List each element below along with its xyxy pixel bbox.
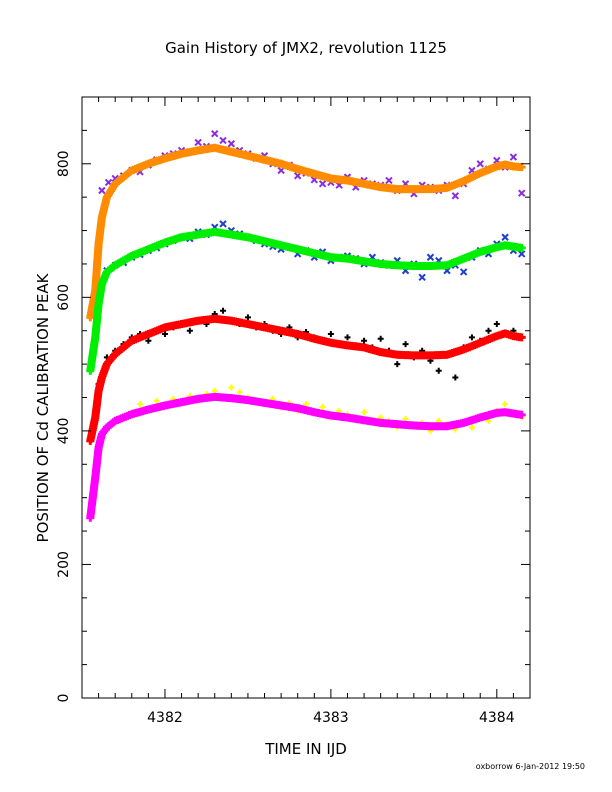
data-point bbox=[468, 424, 475, 431]
data-point bbox=[385, 176, 393, 185]
series-5 bbox=[86, 314, 526, 445]
data-point bbox=[293, 172, 302, 180]
data-point bbox=[318, 180, 327, 188]
data-point bbox=[344, 334, 351, 341]
data-point bbox=[402, 415, 409, 422]
data-point bbox=[361, 409, 368, 416]
data-point bbox=[211, 130, 219, 138]
data-point bbox=[517, 250, 526, 258]
data-point bbox=[161, 331, 168, 338]
data-point bbox=[319, 403, 326, 410]
data-point bbox=[219, 136, 227, 145]
data-point bbox=[194, 138, 202, 147]
data-point bbox=[426, 253, 435, 261]
data-point bbox=[476, 160, 484, 168]
data-point bbox=[361, 337, 368, 344]
y-tick-label: 0 bbox=[56, 694, 72, 703]
data-point bbox=[219, 220, 227, 228]
x-tick-label: 4382 bbox=[147, 710, 183, 726]
y-tick-label: 800 bbox=[56, 150, 72, 177]
data-point bbox=[327, 331, 334, 338]
data-point bbox=[186, 327, 193, 334]
data-point bbox=[451, 192, 460, 200]
data-point bbox=[517, 333, 526, 342]
plot-marks bbox=[86, 130, 526, 522]
data-point bbox=[277, 166, 285, 175]
data-point bbox=[145, 337, 152, 344]
data-point bbox=[452, 374, 459, 381]
data-point bbox=[517, 410, 526, 419]
data-point bbox=[153, 397, 160, 404]
chart-title: Gain History of JMX2, revolution 1125 bbox=[165, 39, 447, 57]
series-7 bbox=[86, 392, 526, 522]
data-point bbox=[493, 321, 500, 328]
data-point bbox=[227, 140, 236, 148]
data-point bbox=[501, 233, 509, 241]
y-tick-label: 200 bbox=[56, 551, 72, 578]
series-1 bbox=[86, 143, 526, 322]
data-point bbox=[517, 243, 526, 252]
data-point bbox=[236, 389, 243, 396]
data-point bbox=[485, 327, 492, 334]
data-point bbox=[435, 367, 442, 374]
y-tick-label: 600 bbox=[56, 284, 72, 311]
data-point bbox=[517, 189, 526, 197]
data-point bbox=[98, 186, 106, 195]
data-point bbox=[402, 341, 409, 348]
y-axis-label: POSITION OF Cd CALIBRATION PEAK bbox=[34, 272, 52, 542]
credit-text: oxborrow 6-Jan-2012 19:50 bbox=[476, 762, 585, 771]
series-0 bbox=[98, 130, 526, 200]
axis-ticks: 0 200 400 600 800 4382 4383 4384 bbox=[56, 96, 531, 726]
data-point bbox=[228, 384, 235, 391]
data-point bbox=[377, 335, 384, 342]
data-point bbox=[211, 387, 218, 394]
data-point bbox=[459, 268, 468, 276]
data-point bbox=[418, 273, 426, 282]
x-tick-label: 4384 bbox=[479, 710, 515, 726]
x-tick-label: 4383 bbox=[313, 710, 349, 726]
plot-frame bbox=[81, 96, 531, 699]
series-3 bbox=[86, 227, 526, 375]
data-point bbox=[502, 401, 509, 408]
data-point bbox=[517, 163, 526, 172]
data-point bbox=[220, 307, 227, 314]
x-axis-label: TIME IN IJD bbox=[264, 740, 347, 758]
data-point bbox=[244, 314, 251, 321]
y-tick-label: 400 bbox=[56, 418, 72, 445]
data-point bbox=[137, 401, 144, 408]
data-point bbox=[468, 334, 475, 341]
data-point bbox=[509, 153, 518, 161]
data-point bbox=[394, 361, 401, 368]
